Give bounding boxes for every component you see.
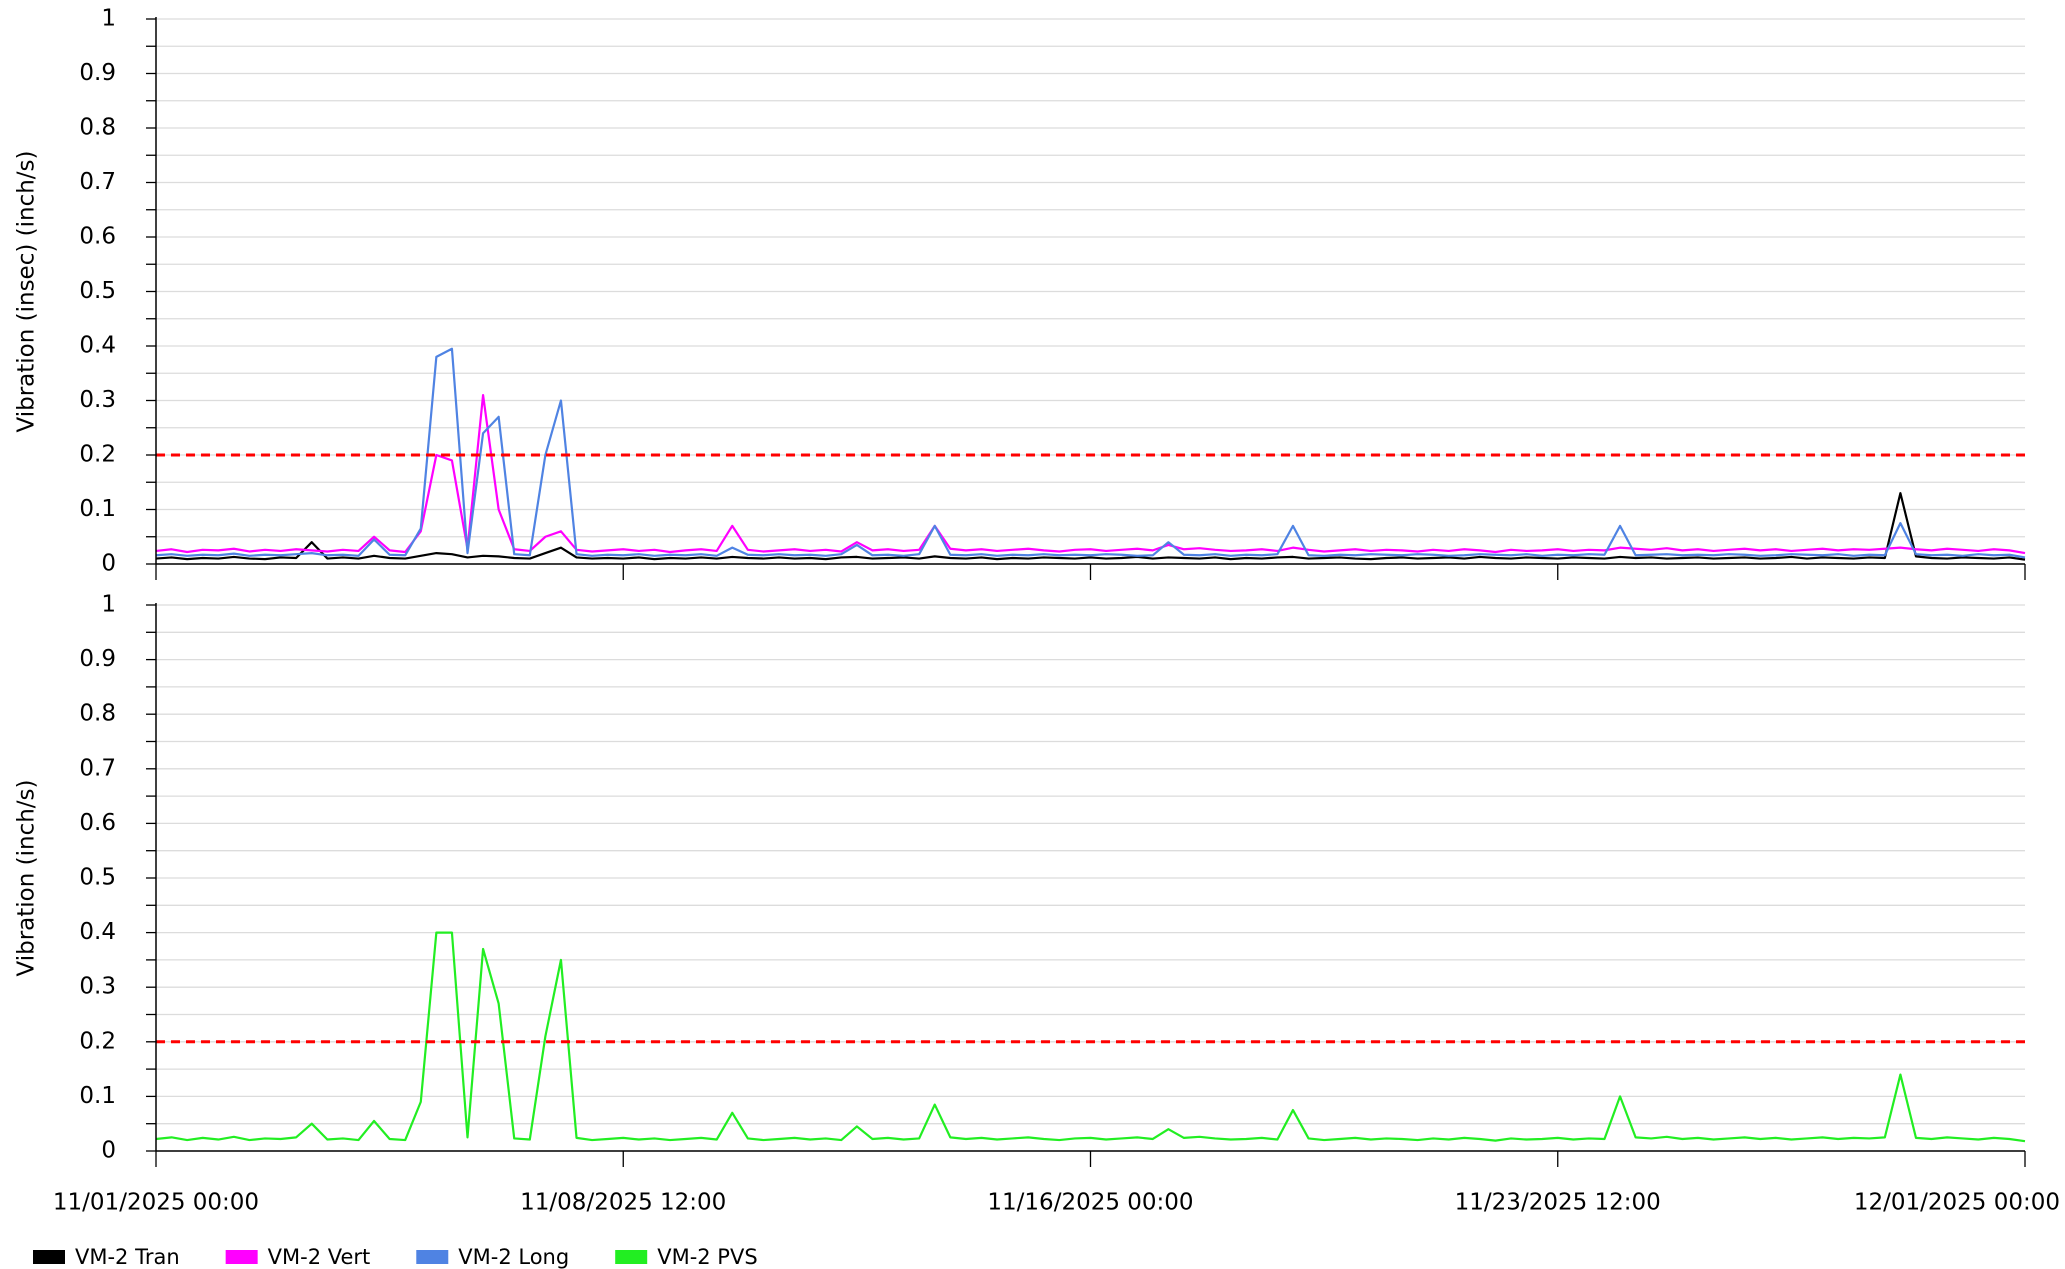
series-line	[155, 931, 2026, 1143]
y-tick-label: 0.1	[79, 496, 116, 522]
series-line	[155, 347, 2026, 559]
y-tick-label: 0.7	[79, 755, 116, 781]
x-tick-label: 11/16/2025 00:00	[987, 1190, 1193, 1216]
legend-label: VM-2 Tran	[75, 1245, 180, 1269]
y-axis-label: Vibration (insec) (inch/s)	[14, 150, 40, 432]
y-tick-label: 0	[101, 551, 116, 577]
x-tick-label: 11/23/2025 12:00	[1455, 1190, 1661, 1216]
y-tick-label: 0.2	[79, 442, 116, 468]
legend-swatch	[416, 1250, 449, 1264]
legend-label: VM-2 Long	[458, 1245, 569, 1269]
x-tick-label: 12/01/2025 00:00	[1854, 1190, 2060, 1216]
y-tick-label: 0.9	[79, 60, 116, 86]
legend-swatch	[225, 1250, 258, 1264]
y-tick-label: 0.9	[79, 646, 116, 672]
legend-swatch	[33, 1250, 65, 1264]
y-axis-label: Vibration (inch/s)	[14, 779, 40, 976]
legend: VM-2 Tran VM-2 Vert VM-2 Long VM-2 PVS	[33, 1245, 758, 1269]
y-tick-label: 0.7	[79, 169, 116, 195]
y-tick-label: 0.3	[79, 974, 116, 1000]
y-tick-label: 1	[101, 592, 116, 618]
y-tick-label: 0.4	[79, 919, 116, 945]
y-tick-label: 0.1	[79, 1083, 116, 1109]
y-tick-label: 0.8	[79, 701, 116, 727]
x-tick-label: 11/08/2025 12:00	[520, 1190, 726, 1216]
legend-swatch	[615, 1250, 648, 1264]
y-tick-label: 0	[101, 1138, 116, 1164]
y-tick-label: 1	[101, 6, 116, 32]
y-tick-label: 0.8	[79, 115, 116, 141]
y-tick-label: 0.2	[79, 1028, 116, 1054]
series-line	[155, 492, 2026, 561]
y-tick-label: 0.6	[79, 810, 116, 836]
x-tick-label: 11/01/2025 00:00	[53, 1190, 259, 1216]
y-tick-label: 0.3	[79, 387, 116, 413]
legend-label: VM-2 Vert	[268, 1245, 371, 1269]
y-tick-label: 0.5	[79, 865, 116, 891]
legend-label: VM-2 PVS	[657, 1245, 757, 1269]
y-tick-label: 0.6	[79, 224, 116, 250]
y-tick-label: 0.4	[79, 333, 116, 359]
series-line	[155, 393, 2026, 555]
y-tick-label: 0.5	[79, 278, 116, 304]
